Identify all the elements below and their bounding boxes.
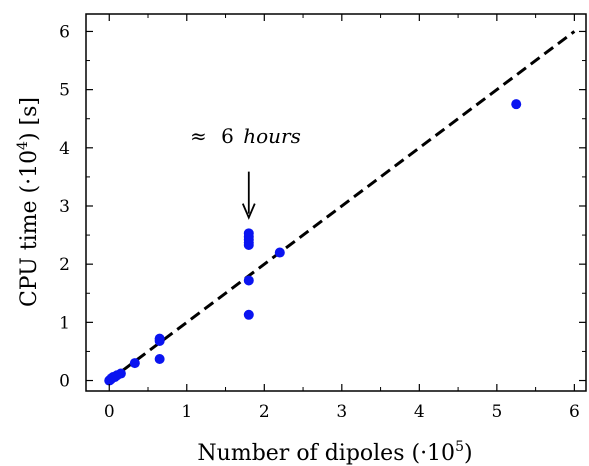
y-axis-label: CPU time (·104) [s]	[15, 97, 42, 307]
x-axis-label-sup: 5	[455, 439, 464, 455]
data-point	[511, 99, 522, 110]
data-point	[115, 368, 126, 379]
x-tick-label: 3	[336, 402, 347, 422]
y-tick-label: 2	[59, 255, 70, 275]
data-point	[274, 247, 285, 258]
x-tick-label: 6	[569, 402, 580, 422]
annotation-unit: hours	[243, 124, 301, 148]
y-axis-label-end: ) [s]	[17, 97, 42, 141]
arrow-head	[241, 203, 256, 220]
annotation-text: ≈ 6 hours	[190, 124, 301, 148]
y-axis-label-sup: 4	[15, 141, 31, 150]
ticks-layer: 0 1 2 3 4 5 6 0 1 2 3 4 5 6	[59, 14, 586, 422]
data-point	[154, 333, 165, 344]
annotation-arrow	[241, 171, 256, 220]
y-tick-label: 6	[59, 22, 70, 42]
x-tick-label: 1	[181, 402, 192, 422]
y-tick-label: 1	[59, 313, 70, 333]
annotation-value: 6	[221, 124, 234, 148]
data-point	[243, 309, 254, 320]
y-tick-label: 5	[59, 81, 70, 101]
plot-frame	[85, 13, 587, 392]
y-tick-label: 0	[59, 372, 70, 392]
data-point	[129, 358, 140, 369]
data-point	[243, 275, 254, 286]
x-tick-label: 5	[491, 402, 502, 422]
y-tick-label: 4	[59, 139, 70, 159]
x-tick-label: 4	[414, 402, 425, 422]
fit-line-layer	[108, 30, 576, 382]
data-point	[154, 354, 165, 365]
annotation-approx: ≈	[190, 124, 207, 148]
x-axis-label: Number of dipoles (·105)	[197, 439, 472, 466]
data-points-layer	[104, 99, 522, 386]
x-tick-label: 2	[259, 402, 270, 422]
data-point	[243, 239, 254, 250]
x-tick-label: 0	[104, 402, 115, 422]
y-tick-label: 3	[59, 197, 70, 217]
x-axis-label-end: )	[464, 441, 473, 466]
fit-line	[108, 30, 576, 382]
